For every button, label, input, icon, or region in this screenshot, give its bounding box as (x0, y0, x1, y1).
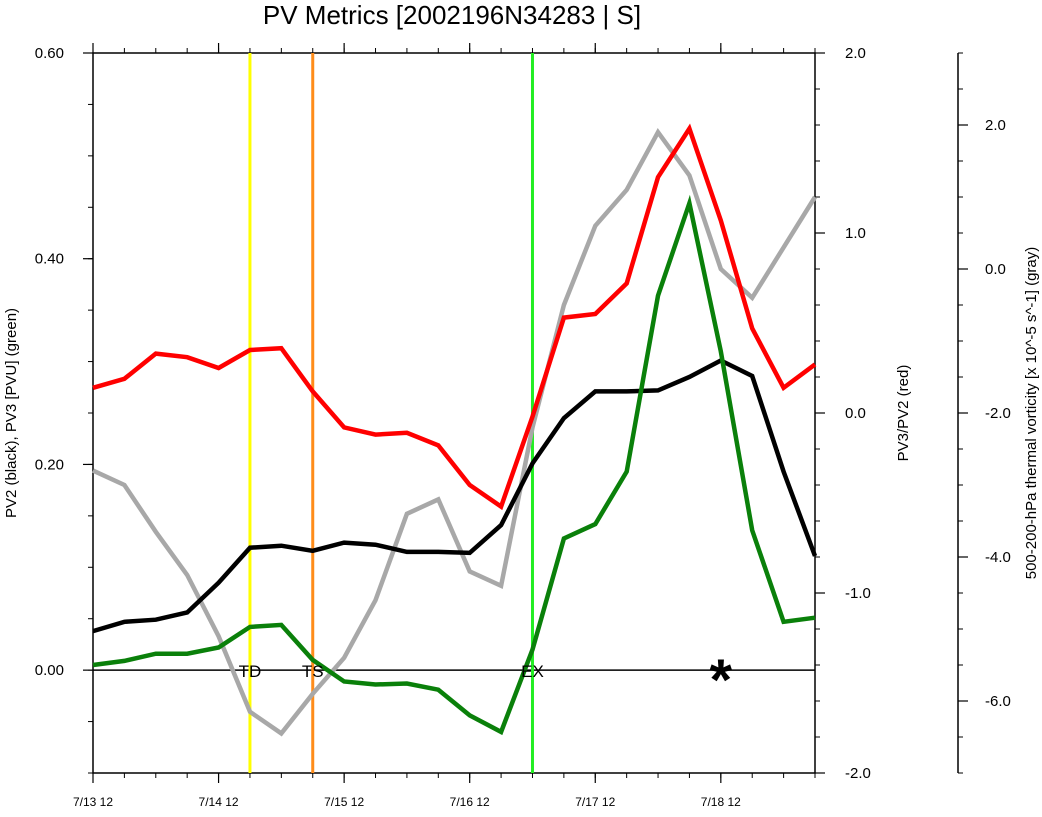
star-marker: * (710, 648, 733, 713)
far-right-axis-tick-label: 2.0 (985, 117, 1006, 134)
right-axis-tick-label: 1.0 (845, 225, 866, 242)
x-tick-label: 7/18 12 (701, 795, 741, 809)
series-line-pv3 (92, 194, 816, 736)
left-axis-tick-label: 0.40 (35, 251, 64, 268)
left-axis-label: PV2 (black), PV3 [PVU] (green) (3, 308, 20, 518)
far-right-axis-label: 500-200-hPa thermal vorticity [x 10^-5 s… (1023, 247, 1040, 580)
left-axis-tick-label: 0.60 (35, 45, 64, 62)
event-label-ex: EX (521, 662, 544, 681)
right-axis-tick-label: -2.0 (845, 765, 871, 782)
axes-group: 0.60 0.40 0.20 0.00 2.0 1.0 0.0 -1.0 -2.0 2.0 0.0 -… (35, 43, 1011, 809)
event-label-ts: TS (302, 662, 324, 681)
left-axis-tick-label: 0.20 (35, 456, 64, 473)
event-lines-group (248, 53, 534, 773)
x-tick-label: 7/15 12 (324, 795, 364, 809)
series-group (92, 123, 818, 737)
x-tick-label: 7/14 12 (199, 795, 239, 809)
left-axis-tick-label: 0.00 (35, 662, 64, 679)
chart-title: PV Metrics [2002196N34283 | S] (263, 0, 641, 30)
right-axis-label: PV3/PV2 (red) (895, 365, 912, 462)
series-line-pv2 (92, 357, 818, 634)
right-axis-tick-label: 2.0 (845, 45, 866, 62)
plot-frame (92, 52, 816, 774)
x-tick-label: 7/17 12 (575, 795, 615, 809)
far-right-axis-tick-label: -4.0 (985, 549, 1011, 566)
right-axis-tick-label: 0.0 (845, 405, 866, 422)
far-right-axis-tick-label: -2.0 (985, 405, 1011, 422)
series-line-pv3-pv2 (92, 123, 817, 511)
x-tick-label: 7/13 12 (73, 795, 113, 809)
far-right-axis-tick-label: 0.0 (985, 261, 1006, 278)
right-axis-tick-label: -1.0 (845, 585, 871, 602)
far-right-axis-tick-label: -6.0 (985, 693, 1011, 710)
series-line-thermal-vorticity (92, 127, 817, 737)
event-label-td: TD (239, 662, 262, 681)
x-tick-label: 7/16 12 (450, 795, 490, 809)
annotations-group: TD TS EX * (239, 648, 733, 713)
